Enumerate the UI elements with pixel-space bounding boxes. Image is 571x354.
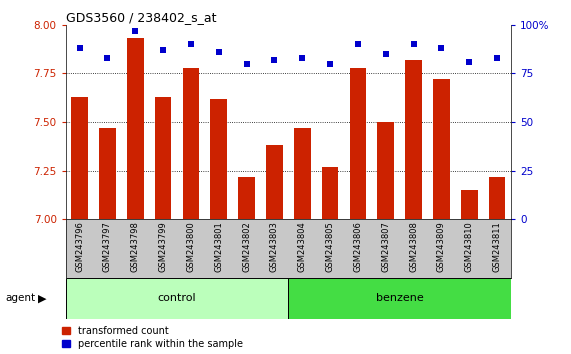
Text: GDS3560 / 238402_s_at: GDS3560 / 238402_s_at — [66, 11, 216, 24]
Point — [409, 41, 418, 47]
Text: GSM243809: GSM243809 — [437, 221, 446, 272]
Text: benzene: benzene — [376, 293, 424, 303]
Bar — [322, 167, 339, 219]
Point — [159, 47, 168, 53]
Bar — [288, 278, 511, 319]
Text: GSM243807: GSM243807 — [381, 221, 391, 272]
Bar — [155, 97, 171, 219]
Point — [214, 49, 223, 55]
Point — [186, 41, 195, 47]
Point — [353, 41, 363, 47]
Bar — [71, 97, 88, 219]
Point — [493, 55, 502, 61]
Point — [75, 45, 84, 51]
Bar — [238, 177, 255, 219]
Text: GSM243805: GSM243805 — [325, 221, 335, 272]
Text: GSM243798: GSM243798 — [131, 221, 140, 272]
Text: GSM243797: GSM243797 — [103, 221, 112, 272]
Text: control: control — [158, 293, 196, 303]
Bar — [127, 39, 144, 219]
Point — [381, 51, 391, 57]
Bar — [183, 68, 199, 219]
Bar — [99, 128, 116, 219]
Text: GSM243804: GSM243804 — [297, 221, 307, 272]
Bar — [405, 60, 422, 219]
Bar — [66, 278, 288, 319]
Point — [270, 57, 279, 63]
Text: GSM243796: GSM243796 — [75, 221, 84, 272]
Bar — [349, 68, 367, 219]
Legend: transformed count, percentile rank within the sample: transformed count, percentile rank withi… — [62, 326, 243, 349]
Text: GSM243808: GSM243808 — [409, 221, 418, 272]
Bar — [377, 122, 394, 219]
Bar — [433, 79, 450, 219]
Text: GSM243800: GSM243800 — [186, 221, 195, 272]
Text: GSM243803: GSM243803 — [270, 221, 279, 272]
Text: GSM243802: GSM243802 — [242, 221, 251, 272]
Text: agent: agent — [6, 293, 36, 303]
Bar — [489, 177, 505, 219]
Point — [325, 61, 335, 67]
Bar — [294, 128, 311, 219]
Text: ▶: ▶ — [38, 293, 47, 303]
Bar — [266, 145, 283, 219]
Point — [103, 55, 112, 61]
Point — [242, 61, 251, 67]
Text: GSM243806: GSM243806 — [353, 221, 363, 272]
Point — [297, 55, 307, 61]
Text: GSM243801: GSM243801 — [214, 221, 223, 272]
Point — [465, 59, 474, 64]
Text: GSM243811: GSM243811 — [493, 221, 502, 272]
Bar — [210, 99, 227, 219]
Point — [131, 28, 140, 33]
Bar — [461, 190, 477, 219]
Point — [437, 45, 446, 51]
Text: GSM243799: GSM243799 — [159, 221, 168, 272]
Text: GSM243810: GSM243810 — [465, 221, 474, 272]
